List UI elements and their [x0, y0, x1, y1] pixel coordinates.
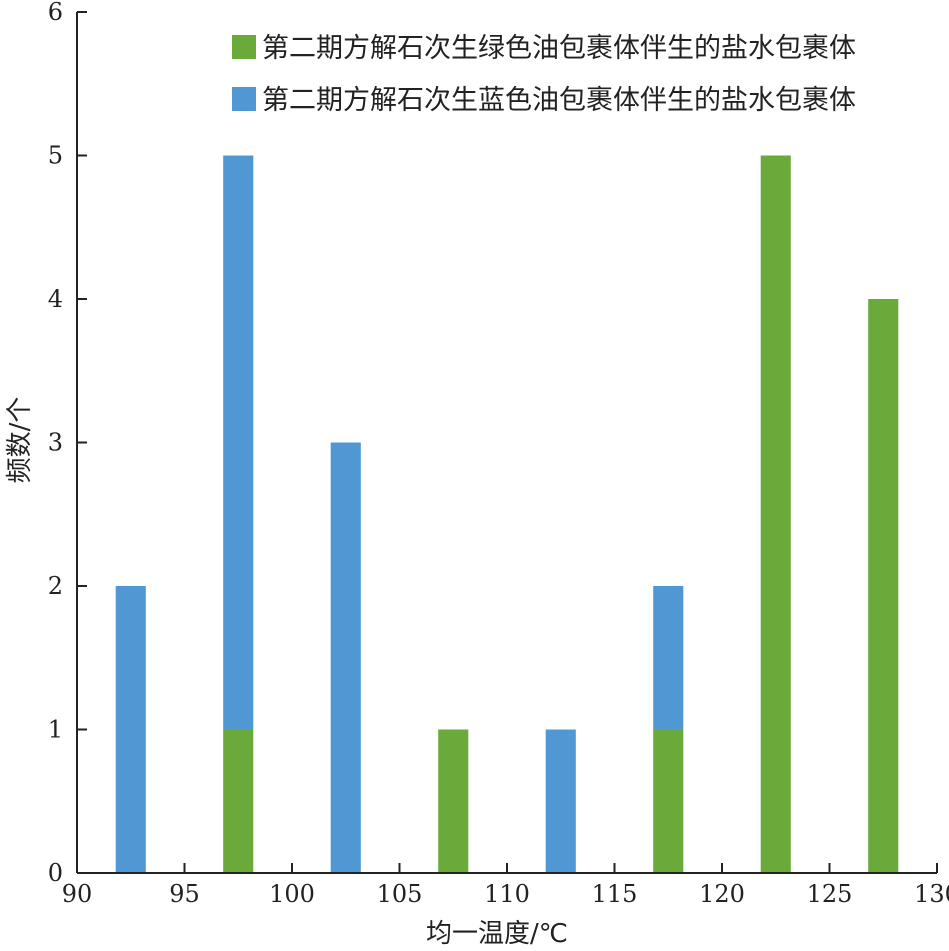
y-tick-label-4: 4: [48, 285, 63, 313]
x-tick-label-130: 130: [914, 880, 949, 908]
bar-series-1-122.5: [760, 155, 791, 873]
legend: 第二期方解石次生绿色油包裹体伴生的盐水包裹体第二期方解石次生蓝色油包裹体伴生的盐…: [232, 33, 856, 116]
x-axis-title: 均一温度/℃: [426, 919, 568, 949]
bar-series-1-97.5: [223, 729, 254, 873]
bars-layer: [115, 155, 899, 873]
y-tick-label-1: 1: [48, 716, 63, 744]
x-tick-label-120: 120: [699, 880, 745, 908]
bar-series-2-112.5: [545, 729, 576, 873]
bar-series-2-92.5: [115, 586, 146, 873]
x-tick-label-115: 115: [592, 880, 638, 908]
y-tick-label-3: 3: [48, 429, 63, 457]
x-tick-label-95: 95: [169, 880, 200, 908]
x-tick-label-100: 100: [269, 880, 315, 908]
y-tick-label-2: 2: [48, 572, 63, 600]
y-tick-label-6: 6: [48, 0, 63, 26]
bar-series-2-117.5: [653, 586, 684, 730]
x-tick-label-90: 90: [62, 880, 93, 908]
bar-series-2-97.5: [223, 155, 254, 730]
legend-swatch-1: [232, 35, 256, 59]
legend-swatch-2: [232, 87, 256, 111]
y-tick-label-0: 0: [48, 859, 63, 887]
legend-label-1: 第二期方解石次生绿色油包裹体伴生的盐水包裹体: [262, 33, 856, 64]
bar-series-1-107.5: [438, 729, 469, 873]
bar-series-1-117.5: [653, 729, 684, 873]
bar-series-2-102.5: [330, 442, 361, 873]
bar-series-1-127.5: [868, 299, 899, 873]
axes-layer: 90 95 100 105 110 115 120 125 130 0 1 2 3 4 5 6: [48, 0, 949, 908]
y-axis-title: 频数/个: [5, 397, 35, 484]
legend-label-2: 第二期方解石次生蓝色油包裹体伴生的盐水包裹体: [262, 85, 856, 116]
y-tick-label-5: 5: [48, 142, 63, 170]
x-tick-label-110: 110: [484, 880, 530, 908]
x-tick-label-105: 105: [377, 880, 423, 908]
x-tick-label-125: 125: [807, 880, 853, 908]
